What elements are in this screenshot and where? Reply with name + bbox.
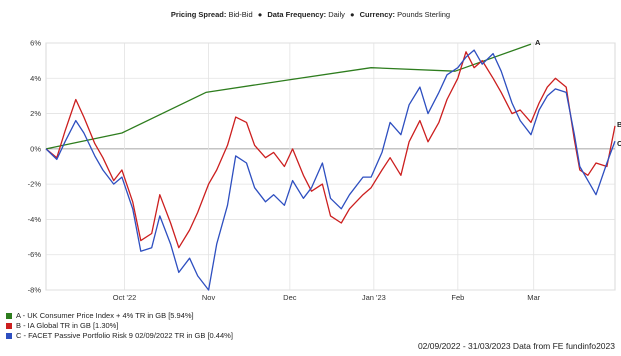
y-tick-label: 6% — [30, 39, 41, 48]
x-tick-label: Mar — [527, 293, 540, 302]
legend-item-c: C - FACET Passive Portfolio Risk 9 02/09… — [6, 331, 233, 341]
y-tick-label: 2% — [30, 109, 41, 118]
axis-layer: 6% 4% 2% 0% -2% -4% -6% -8% Oct '22 Nov Dec Jan '23… — [28, 39, 541, 303]
series-a-line — [45, 43, 532, 150]
y-tick-label: -2% — [28, 180, 42, 189]
y-tick-label: -6% — [28, 250, 42, 259]
currency-key: Currency: — [359, 10, 396, 19]
y-tick-label: -8% — [28, 286, 42, 295]
x-tick-label: Jan '23 — [362, 293, 386, 302]
series-layer — [45, 43, 616, 291]
legend-swatch-b — [6, 323, 12, 329]
chart-header: Pricing Spread: Bid-Bid ● Data Frequency… — [0, 10, 621, 19]
series-c-line — [45, 49, 616, 291]
y-tick-label: 0% — [30, 144, 41, 153]
header-separator: ● — [257, 10, 263, 19]
legend-swatch-c — [6, 333, 12, 339]
series-b-line — [45, 51, 616, 249]
grid-layer — [45, 42, 616, 291]
series-c-end-label: C — [617, 139, 621, 148]
legend-swatch-a — [6, 313, 12, 319]
legend: A - UK Consumer Price Index + 4% TR in G… — [6, 311, 233, 341]
y-tick-label: 4% — [30, 74, 41, 83]
currency-value: Pounds Sterling — [397, 10, 451, 19]
data-frequency-key: Data Frequency: — [267, 10, 327, 19]
legend-label-a: A - UK Consumer Price Index + 4% TR in G… — [16, 311, 194, 320]
legend-label-c: C - FACET Passive Portfolio Risk 9 02/09… — [16, 331, 233, 340]
series-b-end-label: B — [617, 120, 621, 129]
series-end-labels: A B C — [535, 38, 621, 148]
x-tick-label: Oct '22 — [113, 293, 137, 302]
header-separator: ● — [349, 10, 355, 19]
x-tick-label: Dec — [283, 293, 297, 302]
pricing-spread-value: Bid-Bid — [228, 10, 253, 19]
series-a-end-label: A — [535, 38, 541, 47]
legend-label-b: B - IA Global TR in GB [1.30%] — [16, 321, 119, 330]
x-tick-label: Feb — [451, 293, 464, 302]
data-source-footer: 02/09/2022 - 31/03/2023 Data from FE fun… — [417, 341, 615, 351]
x-tick-label: Nov — [202, 293, 216, 302]
plot-frame — [45, 42, 616, 291]
pricing-spread-key: Pricing Spread: — [170, 10, 227, 19]
y-tick-label: -4% — [28, 215, 42, 224]
legend-item-a: A - UK Consumer Price Index + 4% TR in G… — [6, 311, 233, 321]
data-frequency-value: Daily — [328, 10, 345, 19]
legend-item-b: B - IA Global TR in GB [1.30%] — [6, 321, 233, 331]
